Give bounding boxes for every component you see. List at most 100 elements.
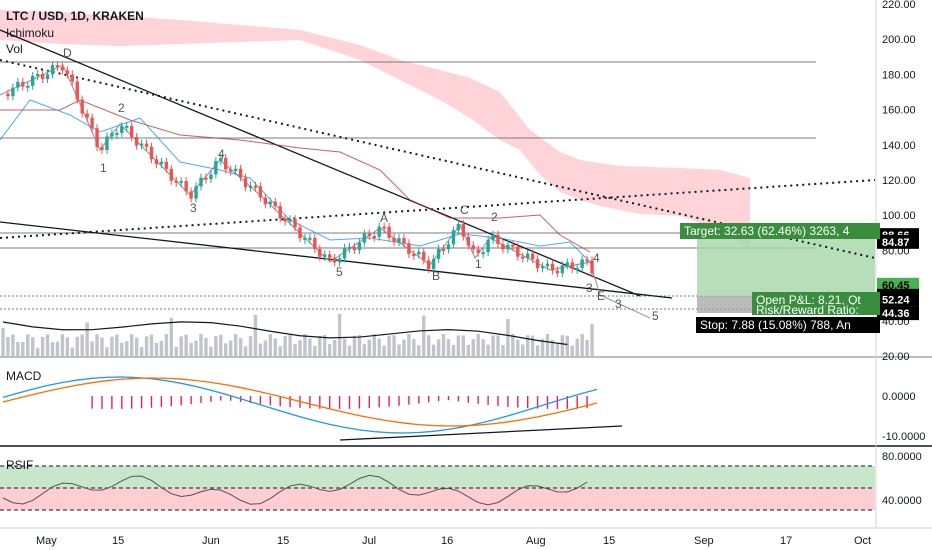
volume-bar xyxy=(303,334,307,356)
candle-body xyxy=(224,157,228,170)
volume-bar xyxy=(575,338,579,356)
price-tag: 52.24 xyxy=(882,294,910,306)
macd-axis-tick: 0.0000 xyxy=(882,391,916,403)
volume-bar xyxy=(481,339,485,356)
ichimoku-cloud xyxy=(0,10,750,250)
volume-bar xyxy=(283,335,287,356)
candle-body xyxy=(555,270,560,274)
candle-body xyxy=(189,191,193,199)
candle-body xyxy=(139,143,144,146)
risk-reward-label[interactable]: Risk/Reward Ratio: xyxy=(752,305,880,315)
candle-body xyxy=(476,249,480,253)
volume-bar xyxy=(199,334,203,356)
volume-bar xyxy=(149,334,154,356)
price-tag-bg xyxy=(877,306,919,321)
wave-label: 4 xyxy=(218,147,225,161)
volume-bar xyxy=(16,342,20,356)
volume-bar xyxy=(506,319,510,356)
candle-body xyxy=(219,157,223,162)
volume-bar xyxy=(347,345,352,356)
candle-body xyxy=(585,259,589,262)
candle-body xyxy=(521,256,525,259)
volume-bar xyxy=(209,346,213,356)
price-axis-tick: 140.00 xyxy=(882,140,916,152)
price-axis-tick: 120.00 xyxy=(882,175,916,187)
stop-label[interactable]: Stop: 7.88 (15.08%) 788, An xyxy=(696,317,880,333)
candle-body xyxy=(545,263,550,267)
macd-signal-line xyxy=(2,377,598,427)
rsi-lower-zone xyxy=(0,488,875,510)
candle-body xyxy=(347,246,352,249)
wave-label: D xyxy=(63,46,72,60)
volume-bar xyxy=(550,339,555,356)
candle-body xyxy=(70,74,74,82)
candle-body xyxy=(85,113,89,118)
volume-bar xyxy=(293,343,297,356)
price-tag-bg xyxy=(877,234,919,249)
kijun-line xyxy=(0,99,591,253)
candle-body xyxy=(164,161,169,169)
rsi-axis-tick: 40.0000 xyxy=(882,495,922,507)
candle-body xyxy=(303,237,307,240)
candle-body xyxy=(75,81,79,100)
indicator-label-volume[interactable]: Vol xyxy=(6,42,23,56)
wave-label: 2 xyxy=(491,210,498,224)
candle-body xyxy=(412,253,416,256)
candle-body xyxy=(526,253,530,259)
volume-bar xyxy=(377,338,381,356)
target-label[interactable]: Target: 32.63 (62.46%) 3263, 4 xyxy=(680,223,880,239)
volume-bar xyxy=(21,341,25,356)
candle-body xyxy=(308,237,312,240)
indicator-label-rsi[interactable]: RSIF xyxy=(6,458,34,472)
volume-bar xyxy=(224,343,228,356)
volume-bar xyxy=(60,334,65,356)
price-tag-bg xyxy=(877,292,919,307)
wave-label: 1 xyxy=(100,161,107,175)
candle-body xyxy=(31,75,35,86)
volume-bar xyxy=(496,335,500,356)
candle-body xyxy=(243,177,248,188)
volume-bar xyxy=(570,345,574,356)
wave-label: 4 xyxy=(593,251,600,265)
time-axis-tick: May xyxy=(36,535,57,547)
open-pnl-label[interactable]: Open P&L: 8.21, Qt xyxy=(752,292,880,308)
candle-body xyxy=(253,185,258,188)
volume-bar xyxy=(540,338,545,356)
volume-bar xyxy=(258,343,263,356)
wave-label: 3 xyxy=(615,297,622,311)
candle-body xyxy=(130,125,134,137)
rsi-upper-zone xyxy=(0,466,875,488)
volume-bar xyxy=(328,343,332,356)
candle-body xyxy=(26,85,30,88)
volume-bar xyxy=(105,347,109,356)
candle-body xyxy=(392,237,396,242)
target-zone xyxy=(697,233,875,296)
volume-bar xyxy=(115,334,119,356)
wave-label: 2 xyxy=(118,101,125,115)
candle-body xyxy=(258,186,263,198)
volume-bar xyxy=(26,334,30,356)
volume-bar xyxy=(352,335,357,356)
time-axis-tick: 15 xyxy=(112,535,124,547)
indicator-label-macd[interactable]: MACD xyxy=(6,369,42,383)
volume-bar xyxy=(233,334,238,356)
indicator-label-ichimoku[interactable]: Ichimoku xyxy=(6,26,55,40)
candle-body xyxy=(278,206,282,219)
candle-body xyxy=(580,259,584,268)
price-tag: 44.36 xyxy=(882,308,910,320)
volume-bar xyxy=(446,339,451,356)
volume-bar xyxy=(75,336,79,356)
candle-body xyxy=(248,185,253,188)
volume-bar xyxy=(585,339,589,356)
volume-bar xyxy=(456,335,461,356)
candle-body xyxy=(436,248,441,259)
volume-bar xyxy=(372,334,376,356)
candle-body xyxy=(11,87,15,97)
candle-body xyxy=(397,238,401,242)
candle-body xyxy=(461,223,466,237)
volume-bar xyxy=(422,315,426,356)
volume-bar xyxy=(565,335,569,356)
candle-body xyxy=(204,177,208,180)
